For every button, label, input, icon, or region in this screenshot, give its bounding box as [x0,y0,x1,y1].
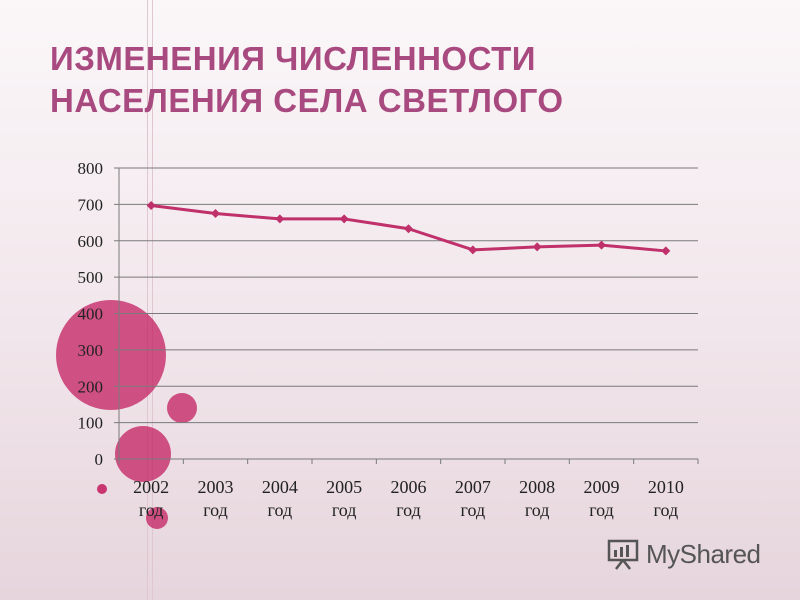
data-point-6 [532,242,542,252]
y-tick-label-600: 600 [78,232,104,251]
x-tick-label-6: 2008 год [519,477,555,520]
y-tick-label-200: 200 [78,377,104,396]
decor-dot [97,484,107,494]
decor-bubble-small [167,393,197,423]
y-axis-labels: 0 100 200 300 400 500 600 700 800 [78,159,104,469]
x-tick-label-5: 2007 год [455,477,491,520]
decor-line-1 [147,0,148,600]
y-tick-label-700: 700 [78,195,104,214]
x-tick-label-2: 2004 год [262,477,298,520]
y-tick-label-100: 100 [78,414,104,433]
logo-text: MyShared [646,538,761,569]
y-tick-label-300: 300 [78,341,104,360]
x-tick-label-3: 2005 год [326,477,362,520]
decor-line-2 [152,0,153,600]
slide-title-line-2: НАСЕЛЕНИЯ СЕЛА СВЕТЛОГО [50,82,564,119]
decor-bubbles [56,300,197,529]
y-tick-label-400: 400 [78,305,104,324]
x-tick-label-7: 2009 год [584,477,620,520]
myshared-logo: MyShared [606,536,761,572]
y-tick-label-800: 800 [78,159,104,178]
chart-grid [119,167,698,424]
data-point-5 [468,245,478,255]
decor-bubble-medium [115,426,171,482]
decor-bubble-tiny [146,507,168,529]
data-point-4 [404,224,413,234]
x-tick-label-4: 2006 год [391,477,427,520]
x-tick-label-8: 2010 год [648,477,684,520]
y-tick-label-0: 0 [95,450,104,469]
y-tick-label-500: 500 [78,268,104,287]
chart-axes [114,167,699,464]
presentation-board-icon [607,539,639,570]
x-tick-label-0: 2002 год [133,477,169,520]
x-tick-label-1: 2003 год [198,477,234,520]
data-point-1 [211,208,220,218]
data-point-8 [661,246,671,256]
series-population [146,200,671,256]
data-point-0 [146,200,156,210]
data-point-3 [339,214,349,224]
decor-bubble-large [56,300,166,410]
slide-title-line-1: ИЗМЕНЕНИЯ ЧИСЛЕННОСТИ [50,40,536,77]
data-point-7 [597,240,606,250]
x-axis-labels: 2002 год 2003 год 2004 год 2005 год 2006 год 2007 г… [133,477,684,520]
data-point-2 [275,214,285,224]
slide-title: ИЗМЕНЕНИЯ ЧИСЛЕННОСТИ НАСЕЛЕНИЯ СЕЛА СВЕ… [50,38,750,122]
